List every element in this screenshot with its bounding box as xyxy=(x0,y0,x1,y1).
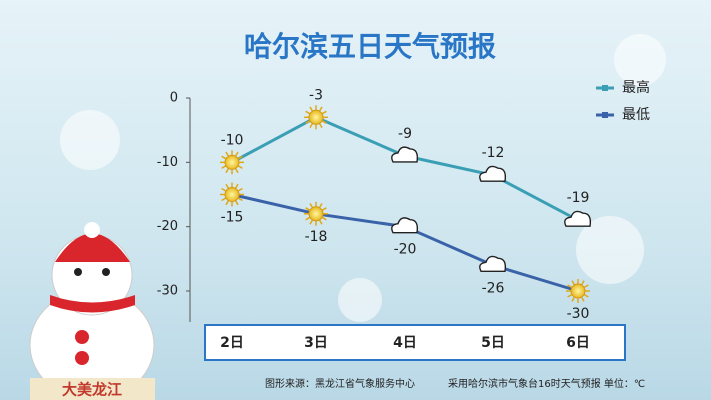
sun-icon xyxy=(220,150,244,175)
value-label: -9 xyxy=(398,126,412,142)
sun-icon xyxy=(304,105,328,130)
sun-ray xyxy=(234,183,239,189)
value-label: -10 xyxy=(221,132,244,148)
y-tick-label: -30 xyxy=(157,284,178,299)
x-tick-label: 4日 xyxy=(393,335,417,351)
sun-ray xyxy=(567,293,573,298)
cloud-icon xyxy=(479,165,507,182)
sun-ray xyxy=(225,168,230,174)
sun-ray xyxy=(309,106,314,112)
sun-ray xyxy=(567,284,573,289)
sun-ray xyxy=(234,151,239,157)
sun-ray xyxy=(309,219,314,225)
sun-disc xyxy=(570,283,586,299)
sun-ray xyxy=(321,120,327,124)
sun-disc xyxy=(308,206,324,222)
footer-right: 采用哈尔滨市气象台16时天气预报 单位：℃ xyxy=(448,377,645,390)
legend-marker xyxy=(602,85,608,91)
sun-icon xyxy=(220,182,244,207)
cloud-icon xyxy=(564,210,592,227)
cloud-icon xyxy=(391,146,419,163)
sun-ray xyxy=(318,219,323,225)
sun-ray xyxy=(225,151,230,157)
x-tick-label: 5日 xyxy=(481,335,505,351)
value-label: -12 xyxy=(482,145,505,161)
cloud-shape xyxy=(479,255,507,272)
sun-ray xyxy=(305,207,311,211)
sun-ray xyxy=(305,120,311,124)
sun-ray xyxy=(237,197,243,202)
sun-ray xyxy=(309,122,314,129)
sun-ray xyxy=(580,280,585,286)
snowman xyxy=(29,222,155,400)
sun-icon xyxy=(566,279,590,303)
sun-ray xyxy=(583,284,589,289)
sun-disc xyxy=(224,187,240,202)
category-bar xyxy=(204,324,626,361)
x-tick-label: 2日 xyxy=(220,335,244,351)
value-label: -3 xyxy=(309,87,323,103)
sun-ray xyxy=(237,187,243,192)
value-label: -26 xyxy=(482,280,505,296)
x-tick-label: 3日 xyxy=(304,335,328,351)
sun-ray xyxy=(237,155,243,160)
sun-ray xyxy=(309,203,314,209)
legend-marker xyxy=(602,112,608,118)
badge: 大美龙江 xyxy=(62,381,122,399)
y-tick-label: -20 xyxy=(157,219,178,234)
sun-ray xyxy=(318,122,323,129)
footer-left: 图形来源：黑龙江省气象服务中心 xyxy=(265,377,415,390)
sun-ray xyxy=(305,216,311,221)
sun-ray xyxy=(234,200,239,206)
sun-ray xyxy=(580,296,585,302)
sun-ray xyxy=(237,165,243,169)
sun-ray xyxy=(571,280,576,286)
value-label: -20 xyxy=(394,242,417,258)
legend-label: 最高 xyxy=(622,79,650,96)
cloud-icon xyxy=(479,255,507,272)
x-tick-label: 6日 xyxy=(566,335,590,351)
sun-icon xyxy=(304,201,328,226)
chart-title: 哈尔滨五日天气预报 xyxy=(244,30,496,63)
sun-disc xyxy=(308,109,324,125)
value-label: -15 xyxy=(221,210,244,226)
cloud-shape xyxy=(391,217,419,234)
sun-ray xyxy=(318,106,323,112)
legend-label: 最低 xyxy=(622,107,650,123)
value-label: -30 xyxy=(567,306,590,322)
value-label: -18 xyxy=(305,229,328,245)
sun-disc xyxy=(224,154,240,170)
sun-ray xyxy=(234,168,239,174)
sun-ray xyxy=(318,203,323,209)
sun-ray xyxy=(221,155,227,160)
y-tick-label: -10 xyxy=(157,155,178,170)
sun-ray xyxy=(571,296,576,302)
sun-ray xyxy=(225,200,230,206)
sun-ray xyxy=(225,183,230,189)
cloud-shape xyxy=(391,146,419,163)
sun-ray xyxy=(321,110,327,115)
sun-ray xyxy=(321,207,327,211)
sun-ray xyxy=(221,197,227,202)
sun-ray xyxy=(221,165,227,169)
value-label: -19 xyxy=(567,190,590,206)
y-tick-label: 0 xyxy=(170,91,178,106)
sun-ray xyxy=(221,187,227,192)
sun-ray xyxy=(305,110,311,115)
cloud-shape xyxy=(479,165,507,182)
cloud-icon xyxy=(391,217,419,234)
sun-ray xyxy=(321,216,327,221)
snow-decoration xyxy=(60,34,666,322)
cloud-shape xyxy=(564,210,592,227)
sun-ray xyxy=(583,293,589,298)
